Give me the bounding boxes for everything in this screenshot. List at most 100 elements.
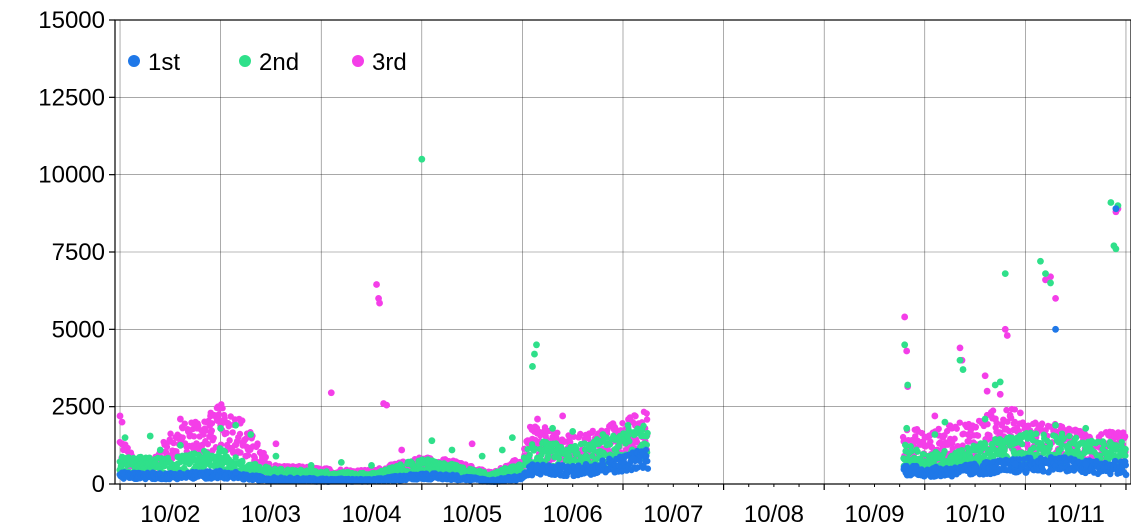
point bbox=[643, 416, 651, 423]
point bbox=[1018, 440, 1026, 448]
point bbox=[1047, 273, 1054, 281]
point bbox=[965, 438, 973, 445]
point bbox=[569, 428, 577, 435]
point bbox=[629, 454, 637, 462]
point bbox=[179, 434, 186, 441]
point bbox=[225, 420, 232, 427]
y-tick-label: 7500 bbox=[52, 239, 105, 266]
point bbox=[468, 440, 476, 448]
point bbox=[156, 446, 164, 454]
point bbox=[981, 415, 989, 423]
legend-label: 3rd bbox=[372, 49, 407, 76]
point bbox=[931, 431, 939, 438]
legend-marker bbox=[128, 55, 140, 67]
point bbox=[927, 438, 934, 445]
x-tick-label: 10/02 bbox=[140, 501, 200, 528]
point bbox=[902, 442, 910, 449]
point bbox=[190, 433, 198, 440]
point bbox=[565, 432, 572, 439]
point bbox=[215, 416, 223, 424]
point bbox=[981, 372, 989, 380]
point bbox=[971, 465, 979, 473]
legend-marker bbox=[352, 55, 364, 67]
point bbox=[624, 432, 632, 440]
point bbox=[901, 341, 909, 349]
x-tick-label: 10/05 bbox=[442, 501, 502, 528]
point bbox=[643, 452, 650, 460]
point bbox=[951, 435, 958, 442]
point bbox=[642, 446, 650, 454]
point bbox=[1046, 442, 1054, 449]
data-points bbox=[116, 155, 1130, 486]
point bbox=[207, 412, 214, 420]
point bbox=[941, 447, 948, 455]
x-tick-label: 10/10 bbox=[945, 501, 1005, 528]
x-tick-label: 10/04 bbox=[341, 501, 401, 528]
point bbox=[170, 439, 177, 447]
point bbox=[237, 449, 244, 456]
point bbox=[636, 457, 643, 464]
point bbox=[1118, 438, 1125, 446]
point bbox=[1061, 454, 1069, 461]
point bbox=[589, 427, 596, 435]
point bbox=[1011, 406, 1018, 413]
point bbox=[956, 344, 964, 352]
point bbox=[599, 460, 607, 468]
point bbox=[232, 454, 239, 461]
point bbox=[478, 452, 486, 460]
point bbox=[448, 446, 456, 454]
point bbox=[958, 446, 966, 454]
point bbox=[1030, 444, 1037, 451]
point bbox=[418, 155, 426, 163]
point bbox=[908, 447, 915, 455]
x-tick-label: 10/11 bbox=[1047, 501, 1105, 528]
y-tick-label: 2500 bbox=[52, 394, 105, 421]
point bbox=[544, 452, 552, 460]
point bbox=[575, 462, 582, 469]
point bbox=[1052, 295, 1059, 302]
point bbox=[903, 424, 911, 432]
point bbox=[1122, 445, 1129, 453]
point bbox=[278, 466, 285, 473]
point bbox=[991, 381, 999, 389]
y-tick-label: 5000 bbox=[52, 316, 105, 343]
point bbox=[526, 451, 533, 459]
point bbox=[1096, 452, 1104, 459]
point bbox=[1122, 452, 1129, 459]
point bbox=[566, 453, 573, 460]
point bbox=[121, 434, 129, 441]
point bbox=[606, 441, 614, 448]
point bbox=[533, 341, 540, 349]
legend-label: 2nd bbox=[259, 49, 299, 76]
point bbox=[531, 350, 538, 358]
point bbox=[1001, 445, 1008, 452]
point bbox=[1100, 441, 1108, 448]
point bbox=[559, 412, 567, 420]
point bbox=[272, 452, 280, 460]
x-tick-label: 10/03 bbox=[241, 501, 301, 528]
series-1st bbox=[116, 205, 1130, 486]
point bbox=[643, 410, 650, 417]
point bbox=[208, 427, 215, 434]
point bbox=[619, 419, 626, 427]
y-tick-label: 15000 bbox=[38, 7, 105, 34]
point bbox=[1122, 471, 1130, 479]
point bbox=[208, 420, 216, 427]
point bbox=[640, 422, 647, 430]
point bbox=[383, 401, 391, 409]
point bbox=[1011, 460, 1019, 468]
point bbox=[907, 443, 914, 450]
point bbox=[956, 419, 963, 426]
point bbox=[1112, 245, 1120, 253]
point bbox=[215, 411, 223, 418]
point bbox=[376, 299, 383, 307]
point bbox=[1040, 468, 1047, 475]
y-tick-label: 12500 bbox=[38, 84, 105, 111]
legend-label: 1st bbox=[148, 49, 180, 76]
point bbox=[555, 455, 563, 462]
point bbox=[1010, 449, 1018, 456]
point bbox=[959, 366, 967, 373]
point bbox=[956, 356, 964, 364]
point bbox=[236, 430, 244, 438]
